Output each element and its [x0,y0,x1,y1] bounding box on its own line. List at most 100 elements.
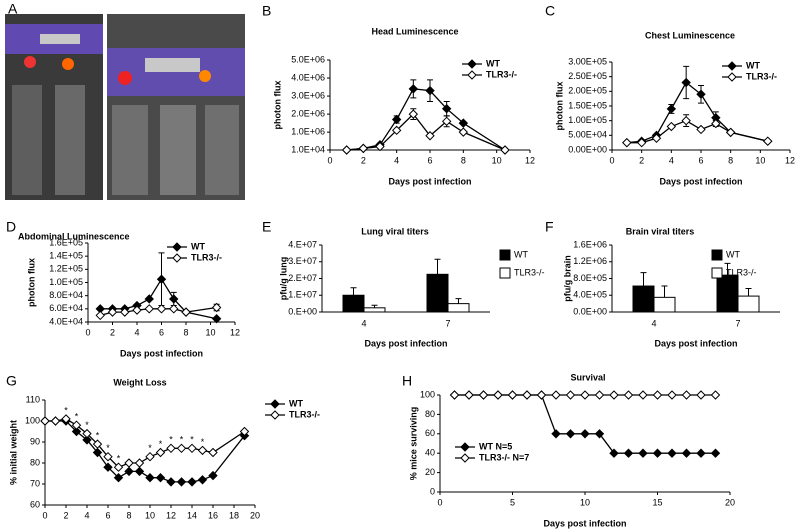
x-tick-label: 0 [327,155,332,165]
x-tick-label: 2 [63,510,68,520]
x-tick-label: 10 [755,155,765,165]
y-tick-label: 4.E+07 [288,239,317,249]
x-tick-label: 8 [728,155,733,165]
annotation: * [64,405,68,415]
series-line [346,113,506,151]
data-point [667,390,677,400]
data-point [169,304,179,314]
legend-marker [727,61,737,71]
data-point [239,426,250,437]
y-tick-label: 1.2E+06 [573,256,607,266]
data-point [681,390,692,400]
chart-title: Survival [570,372,605,382]
series-line [346,88,506,151]
data-point [763,136,773,146]
y-axis-label: photon flux [554,82,564,131]
data-point [425,85,435,96]
hotspot [118,71,132,85]
legend-label: TLR3-/- N=7 [479,452,529,462]
y-tick-label: 4.0E+04 [49,316,83,326]
y-axis-label: % mice surviving [408,407,418,481]
x-tick-label: 4 [669,155,674,165]
legend-label: WT [726,249,740,259]
y-tick-label: 0.E+00 [288,306,317,316]
y-tick-label: 100 [25,415,40,425]
legend-label: TLR3-/- [514,267,545,277]
legend-label: WT [746,60,760,70]
legend-label: WT [289,398,303,408]
x-tick-label: 14 [187,510,197,520]
bar [737,295,760,313]
y-axis-label: photon flux [272,81,282,130]
data-point [449,390,460,400]
marker [145,58,200,72]
legend-marker [270,399,280,409]
x-tick-label: 6 [105,510,110,520]
y-tick-label: 8.0E+04 [49,290,83,300]
data-point [391,125,402,136]
x-tick-label: 8 [126,510,131,520]
data-point [71,420,82,430]
data-point [458,118,469,128]
panel-label: D [6,219,16,235]
data-point [134,458,145,468]
x-tick-label: 8 [183,327,188,337]
hotspot [24,56,36,68]
data-point [580,429,590,439]
y-tick-label: 1.6E+05 [49,237,83,247]
data-point [638,448,648,458]
data-point [341,145,352,155]
data-point [408,109,419,119]
x-tick-label: 12 [230,327,240,337]
data-point [681,448,692,458]
data-point [493,390,503,400]
x-axis-label: Days post infection [388,176,471,186]
data-point [667,448,677,458]
y-axis-label: pfu/g brain [562,255,572,302]
data-point [594,390,605,400]
panel-label: A [8,1,18,17]
data-point [696,390,706,400]
data-point [50,416,61,426]
annotation: * [180,435,184,445]
annotation: * [96,430,100,440]
legend-label: TLR3-/- [289,409,320,419]
y-tick-label: 8.0E+05 [573,273,607,283]
data-point [358,143,369,154]
data-point [696,124,706,135]
error-bar [661,285,668,298]
data-point [95,310,105,321]
chart-title: Chest Luminescence [645,30,735,40]
x-tick-label: 0 [85,327,90,337]
data-point [622,137,632,148]
legend-label: TLR3-/- [726,267,757,277]
x-axis-label: Days post infection [364,338,447,348]
data-point [82,428,92,439]
x-axis-label: Days post infection [659,176,742,186]
data-point [82,435,92,445]
panel-label: H [402,373,412,389]
x-tick-label: 6 [427,155,432,165]
legend-swatch [499,249,511,261]
data-point [408,84,419,94]
y-axis-label: % initial weight [8,420,18,485]
data-point [500,145,510,155]
y-tick-label: 1.0E+06 [291,127,325,137]
annotation: * [106,443,110,453]
y-tick-label: 40 [425,448,435,458]
mouse [112,105,148,195]
legend-marker [467,59,477,69]
y-tick-label: 70 [30,478,40,488]
annotation: * [85,420,89,430]
legend-label: TLR3-/- [486,69,517,79]
y-tick-label: 4.0E+05 [573,290,607,300]
data-point [166,443,176,454]
data-point [120,307,130,317]
y-tick-label: 1.2E+05 [49,264,83,274]
data-point [107,307,118,317]
data-point [681,77,691,88]
mouse [160,105,196,195]
data-point [71,426,82,437]
y-tick-label: 5.00E+04 [568,130,607,140]
